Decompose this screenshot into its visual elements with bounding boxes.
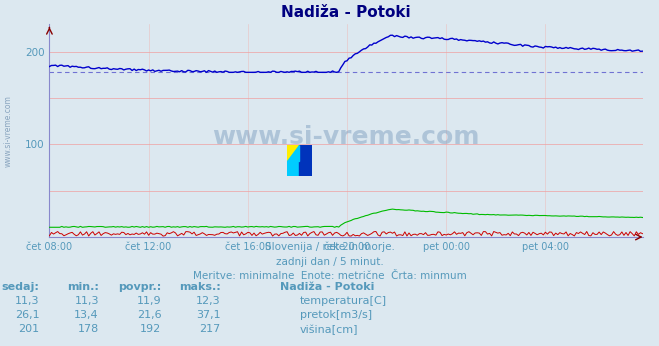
Text: temperatura[C]: temperatura[C] — [300, 296, 387, 306]
Text: Slovenija / reke in morje.: Slovenija / reke in morje. — [264, 242, 395, 252]
Text: 26,1: 26,1 — [15, 310, 40, 320]
Text: 11,3: 11,3 — [15, 296, 40, 306]
Text: 13,4: 13,4 — [74, 310, 99, 320]
Text: 178: 178 — [78, 324, 99, 334]
Text: www.si-vreme.com: www.si-vreme.com — [3, 95, 13, 167]
Text: 21,6: 21,6 — [137, 310, 161, 320]
Bar — [287, 145, 299, 161]
Text: maks.:: maks.: — [179, 282, 221, 292]
Text: zadnji dan / 5 minut.: zadnji dan / 5 minut. — [275, 257, 384, 267]
Text: 201: 201 — [18, 324, 40, 334]
Text: sedaj:: sedaj: — [2, 282, 40, 292]
Text: 11,9: 11,9 — [137, 296, 161, 306]
Text: www.si-vreme.com: www.si-vreme.com — [212, 125, 480, 149]
Bar — [299, 145, 312, 176]
Text: min.:: min.: — [67, 282, 99, 292]
Title: Nadiža - Potoki: Nadiža - Potoki — [281, 5, 411, 20]
Text: 12,3: 12,3 — [196, 296, 221, 306]
Bar — [287, 161, 299, 176]
Text: Meritve: minimalne  Enote: metrične  Črta: minmum: Meritve: minimalne Enote: metrične Črta:… — [192, 271, 467, 281]
Text: pretok[m3/s]: pretok[m3/s] — [300, 310, 372, 320]
Text: 192: 192 — [140, 324, 161, 334]
Text: 11,3: 11,3 — [74, 296, 99, 306]
Text: 37,1: 37,1 — [196, 310, 221, 320]
Polygon shape — [287, 145, 299, 161]
Text: povpr.:: povpr.: — [118, 282, 161, 292]
Text: Nadiža - Potoki: Nadiža - Potoki — [280, 282, 374, 292]
Text: 217: 217 — [200, 324, 221, 334]
Text: višina[cm]: višina[cm] — [300, 324, 358, 335]
